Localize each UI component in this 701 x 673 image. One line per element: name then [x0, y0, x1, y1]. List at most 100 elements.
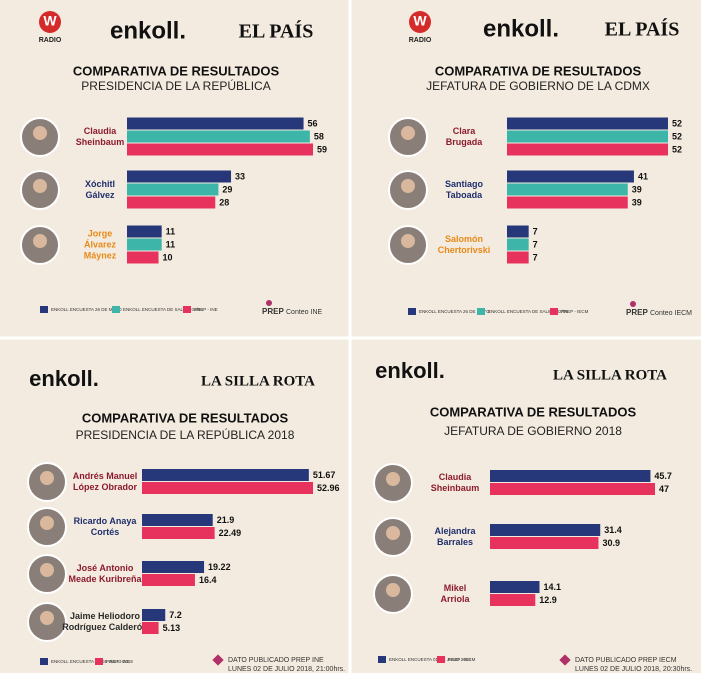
- candidate-name: Meade Kuribreña: [68, 574, 142, 584]
- chart-title: COMPARATIVA DE RESULTADOS: [82, 410, 289, 425]
- logo-text: enkoll.: [375, 358, 445, 383]
- legend-swatch: [40, 658, 48, 665]
- logo-text: EL PAÍS: [605, 18, 680, 41]
- value-label: 11: [166, 226, 176, 236]
- bar: [142, 469, 309, 481]
- candidate-name: Andrés Manuel: [73, 471, 138, 481]
- candidate-photo-face: [40, 471, 54, 485]
- logo-badge: [39, 11, 61, 33]
- logo-text: W: [413, 13, 427, 29]
- value-label: 51.67: [313, 470, 336, 480]
- value-label: 14.1: [544, 582, 562, 592]
- candidate-name: Jaime Heliodoro: [70, 611, 141, 621]
- legend-swatch: [378, 656, 386, 663]
- candidate-name: Alejandra: [434, 526, 476, 536]
- logo-text: RADIO: [409, 37, 432, 44]
- value-label: 56: [308, 118, 318, 128]
- logo-text: EL PAÍS: [239, 20, 314, 43]
- legend-label: PREP - IECM: [561, 309, 589, 314]
- legend-swatch: [183, 306, 191, 313]
- candidate-photo-face: [40, 516, 54, 530]
- candidate-name: Xóchitl: [85, 179, 115, 189]
- bar: [127, 196, 216, 209]
- candidate-photo-face: [401, 126, 415, 140]
- candidate-name: Máynez: [84, 250, 117, 260]
- candidate-name: López Obrador: [73, 482, 137, 492]
- value-label: 29: [222, 184, 232, 194]
- value-label: 22.49: [219, 528, 242, 538]
- value-label: 52.96: [317, 483, 340, 493]
- value-label: 59: [317, 144, 327, 154]
- legend-label: ENKOLL ENCUESTA DE SALIDA 02/06: [488, 309, 568, 314]
- bar: [507, 143, 668, 156]
- chart-subtitle: JEFATURA DE GOBIERNO 2018: [444, 424, 622, 438]
- prep-icon: [212, 654, 224, 666]
- candidate-photo-face: [33, 126, 47, 140]
- footer-text: LUNES 02 DE JULIO 2018, 21:00hrs.: [228, 666, 345, 673]
- logo-text: RADIO: [39, 37, 62, 44]
- candidate-name: Salomón: [445, 234, 483, 244]
- candidate-photo-face: [33, 234, 47, 248]
- candidate-photo-face: [386, 526, 400, 540]
- value-label: 12.9: [539, 595, 557, 605]
- logo-text: LA SILLA ROTA: [553, 367, 667, 383]
- value-label: 52: [672, 144, 682, 154]
- value-label: 10: [163, 252, 173, 262]
- bar: [507, 196, 628, 209]
- bar: [507, 170, 634, 183]
- candidate-name: Barrales: [437, 537, 473, 547]
- value-label: 7: [533, 252, 538, 262]
- bar: [507, 225, 529, 238]
- candidate-name: Ricardo Anaya: [74, 516, 138, 526]
- logo-text: W: [43, 13, 57, 29]
- legend-label: ENKOLL ENCUESTA 01 DE JULIO 2018: [389, 657, 471, 662]
- logo-text: enkoll.: [110, 17, 186, 44]
- candidate-photo-face: [386, 583, 400, 597]
- value-label: 21.9: [217, 515, 235, 525]
- candidate-photo-face: [33, 179, 47, 193]
- candidate-name: José Antonio: [77, 563, 134, 573]
- chart-title: COMPARATIVA DE RESULTADOS: [73, 63, 280, 78]
- logo-text: enkoll.: [29, 366, 99, 391]
- legend-swatch: [437, 656, 445, 663]
- legend-label: ENKOLL ENCUESTA DE SALIDA 02/06: [123, 307, 203, 312]
- candidate-name: Chertorivski: [438, 245, 491, 255]
- candidate-name: Jorge: [88, 228, 113, 238]
- logo-text: enkoll.: [483, 15, 559, 42]
- legend-swatch: [95, 658, 103, 665]
- candidate-name: Gálvez: [85, 190, 115, 200]
- candidate-name: Claudia: [84, 126, 118, 136]
- bar: [142, 609, 166, 621]
- logo-badge: [409, 11, 431, 33]
- value-label: 30.9: [602, 538, 620, 548]
- chart-subtitle: JEFATURA DE GOBIERNO DE LA CDMX: [426, 79, 650, 93]
- candidate-photo-face: [401, 179, 415, 193]
- legend-swatch: [550, 308, 558, 315]
- value-label: 41: [638, 171, 648, 181]
- candidate-photo-face: [401, 234, 415, 248]
- bar: [490, 483, 655, 495]
- bar: [142, 527, 215, 539]
- value-label: 7: [533, 239, 538, 249]
- bar: [127, 117, 304, 130]
- bar: [507, 251, 529, 264]
- value-label: 39: [632, 184, 642, 194]
- bar: [142, 514, 213, 526]
- prep-icon: [559, 654, 571, 666]
- bar: [127, 251, 159, 264]
- bar: [507, 117, 668, 130]
- value-label: 5.13: [163, 623, 181, 633]
- bar: [127, 183, 219, 196]
- prep-icon: [266, 300, 272, 306]
- bar: [142, 622, 159, 634]
- chart-title: COMPARATIVA DE RESULTADOS: [430, 404, 637, 419]
- bar: [127, 130, 310, 143]
- bar: [490, 524, 601, 536]
- legend-label: ENKOLL ENCUESTA 01 DE JULIO 2018: [51, 659, 133, 664]
- bar: [142, 561, 205, 573]
- chart-subtitle: PRESIDENCIA DE LA REPÚBLICA 2018: [76, 427, 295, 442]
- value-label: 33: [235, 171, 245, 181]
- value-label: 16.4: [199, 575, 217, 585]
- value-label: 28: [219, 197, 229, 207]
